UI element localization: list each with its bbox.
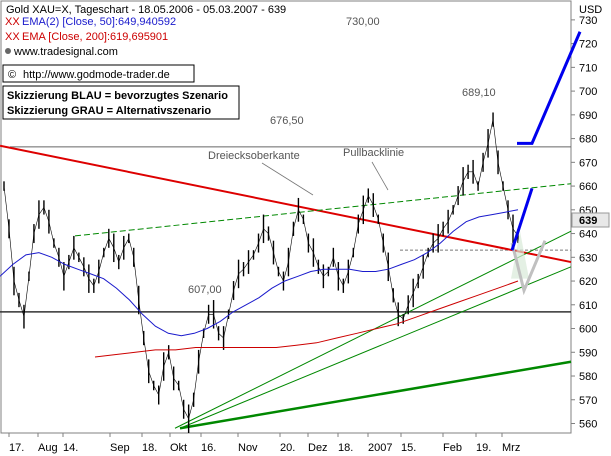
y-tick-label: 660 [579, 181, 597, 193]
y-tick-label: 700 [579, 86, 597, 98]
y-tick-label: 670 [579, 157, 597, 169]
x-tick-label: 14. [63, 442, 78, 454]
label-689: 689,10 [462, 87, 496, 99]
legend-blue: Skizzierung BLAU = bevorzugtes Szenario [7, 90, 228, 102]
scenario-legend-box [2, 85, 240, 120]
triangle-edge-pointer [261, 162, 314, 196]
x-tick-label: 2007 [368, 442, 392, 454]
scenario-gray-path [510, 240, 547, 296]
current-price-label: 639 [579, 215, 597, 227]
scenario-blue-long [517, 31, 582, 145]
x-tick-label: 15. [401, 442, 416, 454]
y-tick-label: 640 [579, 229, 597, 241]
x-tick-label: Mrz [502, 442, 520, 454]
ema50-line [0, 209, 519, 337]
y-tick-label: 580 [579, 371, 597, 383]
x-tick-label: Okt [170, 442, 187, 454]
x-tick-label: 17. [9, 442, 24, 454]
label-730: 730,00 [346, 16, 380, 28]
y-tick-label: 610 [579, 300, 597, 312]
x-tick-label: Dez [308, 442, 328, 454]
x-tick-label: 18. [338, 442, 353, 454]
support-line-long [179, 360, 572, 430]
scenario-shade [511, 231, 529, 279]
y-tick-label: 560 [579, 419, 597, 431]
x-tick-label: 19. [476, 442, 491, 454]
tradesignal-logo-icon [5, 48, 11, 54]
triangle-top-line [0, 144, 572, 264]
price-close-line [3, 119, 519, 420]
pullback-line [74, 183, 572, 237]
y-tick-label: 720 [579, 39, 597, 51]
source-label: www.tradesignal.com [13, 46, 118, 58]
ema200-line [94, 280, 519, 358]
ema200-legend: EMA [Close, 200]:619,695901 [22, 31, 168, 43]
y-tick-label: 630 [579, 252, 597, 264]
y-tick-label: 620 [579, 276, 597, 288]
currency-label: USD [579, 4, 602, 16]
label-triangle-edge: Dreiecksoberkante [208, 150, 300, 162]
copyright-icon: © [8, 69, 16, 81]
y-tick-label: 680 [579, 134, 597, 146]
y-tick-label: 710 [579, 62, 597, 74]
ema50-legend: EMA(2) [Close, 50]:649,940592 [22, 16, 176, 28]
scenario-sketches [510, 31, 582, 296]
x-tick-label: 18. [142, 442, 157, 454]
x-tick-label: 16. [201, 442, 216, 454]
label-pullback: Pullbacklinie [343, 147, 404, 159]
support-line-mid [179, 266, 572, 429]
price-series [3, 112, 519, 433]
chart-title: Gold XAU=X, Tageschart - 18.05.2006 - 05… [6, 4, 286, 16]
x-tick-label: Nov [238, 442, 258, 454]
ema200-x-icon: XX [5, 31, 20, 43]
website-label: http://www.godmode-trader.de [23, 69, 170, 81]
y-axis-ticks: 5605705805906006106206306406506606706806… [571, 15, 597, 431]
label-607: 607,00 [188, 284, 222, 296]
x-tick-label: 20. [280, 442, 295, 454]
ema-series [0, 209, 519, 358]
website-box [2, 64, 195, 83]
x-tick-label: Sep [110, 442, 130, 454]
current-price-box [571, 212, 610, 228]
x-tick-label: Aug [38, 442, 58, 454]
legend-gray: Skizzierung GRAU = Alternativszenario [7, 105, 211, 117]
y-tick-label: 570 [579, 395, 597, 407]
y-tick-label: 590 [579, 347, 597, 359]
y-tick-label: 600 [579, 324, 597, 336]
x-tick-label: Feb [443, 442, 462, 454]
pullback-pointer [371, 161, 389, 191]
y-tick-label: 690 [579, 110, 597, 122]
ema50-x-icon: XX [5, 16, 20, 28]
x-axis-labels: 17. Aug 14. Sep 18. Okt 16. Nov 20. Dez 18. 2007 15.… [8, 433, 520, 454]
y-tick-label: 730 [579, 15, 597, 27]
label-676: 676,50 [270, 115, 304, 127]
scenario-blue-short [510, 187, 534, 251]
